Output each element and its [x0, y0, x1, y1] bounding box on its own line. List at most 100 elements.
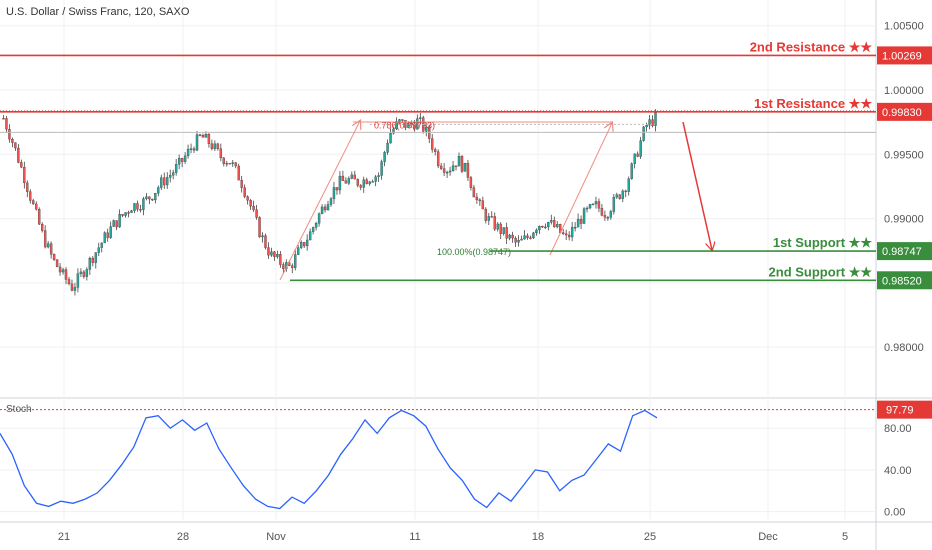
- candle-body: [109, 226, 112, 238]
- candle-body: [35, 203, 38, 210]
- candle-body: [64, 269, 68, 280]
- candle-body: [291, 265, 294, 268]
- candle-body: [565, 233, 568, 236]
- candle-body: [172, 172, 175, 176]
- candle-body: [252, 206, 255, 210]
- candle-body: [335, 187, 339, 191]
- candle-body: [136, 203, 139, 210]
- candle-body: [609, 211, 613, 218]
- candle-body: [434, 149, 437, 152]
- candle-body: [231, 162, 234, 164]
- stoch-tick-label: 40.00: [884, 465, 912, 477]
- candle-body: [362, 179, 365, 188]
- candle-body: [169, 175, 172, 178]
- x-tick-label: Dec: [758, 531, 778, 543]
- candle-body: [454, 165, 458, 167]
- candle-body: [121, 214, 124, 216]
- candle-body: [308, 231, 312, 241]
- candle-body: [58, 266, 62, 273]
- x-tick-label: 11: [409, 531, 420, 543]
- candle-body: [183, 155, 187, 162]
- chart-title: U.S. Dollar / Swiss Franc, 120, SAXO: [6, 6, 190, 18]
- candle-body: [472, 187, 476, 198]
- stoch-current-label: 97.79: [886, 405, 914, 417]
- candle-body: [297, 247, 300, 255]
- candle-body: [148, 196, 151, 200]
- candle-body: [67, 279, 71, 285]
- candle-body: [249, 200, 252, 207]
- candle-body: [431, 138, 434, 150]
- candle-body: [582, 208, 586, 224]
- y-tick-label: 0.99500: [884, 149, 924, 161]
- candle-body: [145, 196, 148, 199]
- candle-body: [654, 112, 657, 126]
- candle-body: [591, 203, 595, 206]
- candle-body: [142, 198, 145, 210]
- candle-body: [317, 213, 321, 224]
- candle-body: [139, 209, 142, 211]
- candle-body: [189, 148, 193, 150]
- candle-body: [615, 194, 618, 198]
- candle-body: [535, 229, 538, 234]
- candle-body: [588, 204, 592, 209]
- candle-body: [41, 223, 44, 231]
- level-price-label: 0.98747: [882, 246, 922, 258]
- candle-body: [279, 254, 282, 265]
- fib-label-100: 100.00%(0.98747): [437, 247, 511, 257]
- candle-body: [359, 185, 362, 188]
- candle-body: [88, 257, 92, 270]
- level-name-support: 1st Support ★★: [773, 235, 872, 250]
- candle-body: [401, 119, 404, 121]
- candle-body: [514, 237, 517, 243]
- candle-body: [600, 208, 604, 216]
- x-tick-label: Nov: [266, 531, 286, 543]
- candle-body: [547, 222, 550, 228]
- candle-body: [618, 194, 621, 199]
- candle-body: [636, 153, 639, 157]
- candle-body: [8, 129, 11, 140]
- candle-body: [484, 208, 487, 221]
- fib-arrow-up-2: [549, 123, 612, 256]
- candle-body: [210, 143, 214, 149]
- candle-body: [633, 153, 636, 164]
- candle-body: [43, 230, 47, 248]
- candle-body: [353, 174, 356, 180]
- candle-body: [103, 232, 106, 244]
- candle-body: [112, 220, 115, 227]
- candle-body: [392, 128, 395, 134]
- candle-body: [651, 119, 654, 126]
- candle-body: [166, 177, 169, 186]
- candle-body: [320, 206, 324, 214]
- candle-body: [460, 156, 464, 172]
- candle-body: [368, 181, 371, 185]
- candle-body: [389, 133, 392, 144]
- candle-body: [520, 238, 523, 241]
- candle-body: [29, 191, 32, 201]
- candle-body: [579, 219, 583, 224]
- candle-body: [511, 234, 514, 239]
- candle-body: [243, 187, 246, 197]
- candle-body: [174, 164, 178, 173]
- candle-body: [240, 179, 243, 188]
- projection-arrow: [682, 121, 712, 250]
- candle-body: [541, 225, 544, 228]
- candle-body: [100, 242, 103, 248]
- candle-body: [544, 226, 547, 229]
- candle-body: [556, 224, 559, 228]
- candle-body: [234, 162, 237, 167]
- candle-body: [219, 148, 223, 159]
- candle-body: [639, 140, 642, 157]
- candle-body: [445, 171, 449, 174]
- level-price-tag: [877, 46, 932, 65]
- candle-body: [425, 126, 428, 132]
- candle-body: [294, 254, 297, 268]
- candle-body: [180, 158, 184, 162]
- candle-body: [329, 198, 333, 205]
- candle-body: [457, 156, 461, 167]
- candle-body: [356, 178, 359, 186]
- candle-body: [258, 217, 261, 238]
- candle-body: [94, 252, 97, 263]
- candle-body: [621, 190, 624, 199]
